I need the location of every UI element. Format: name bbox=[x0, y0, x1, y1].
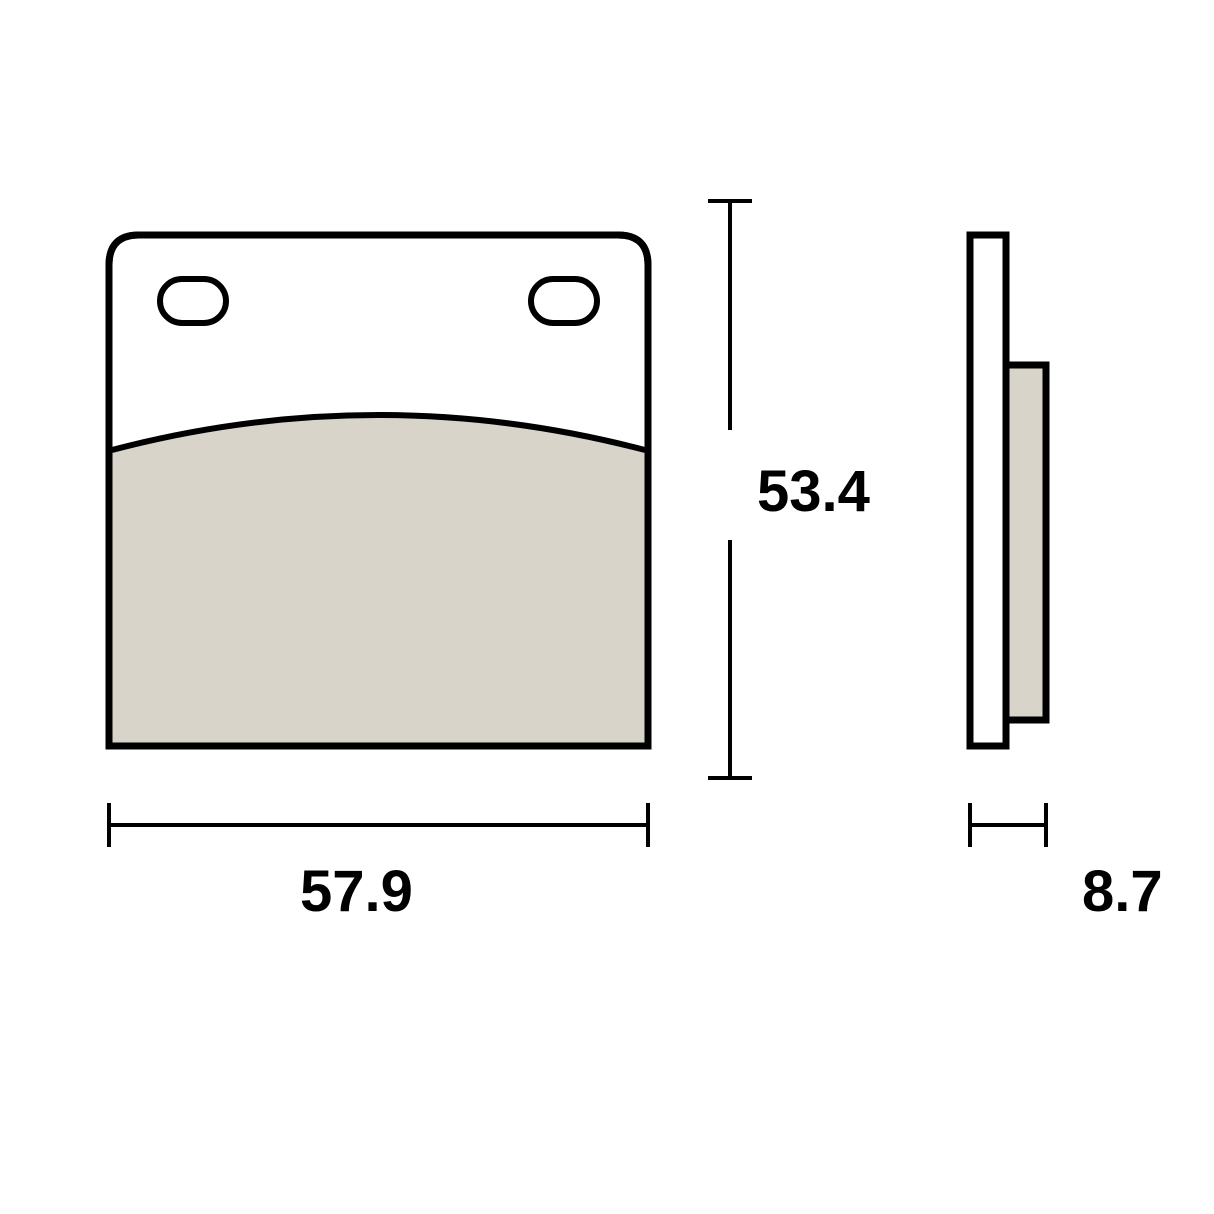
thickness-label: 8.7 bbox=[1082, 858, 1163, 925]
technical-drawing-canvas: 57.9 53.4 8.7 bbox=[0, 0, 1214, 1214]
dimension-width bbox=[109, 803, 648, 847]
front-view bbox=[109, 235, 648, 746]
height-label: 53.4 bbox=[757, 458, 870, 525]
width-label: 57.9 bbox=[300, 858, 413, 925]
dimension-thickness bbox=[970, 803, 1046, 847]
drawing-svg bbox=[0, 0, 1214, 1214]
dimension-height bbox=[708, 201, 752, 778]
side-view bbox=[970, 235, 1046, 746]
